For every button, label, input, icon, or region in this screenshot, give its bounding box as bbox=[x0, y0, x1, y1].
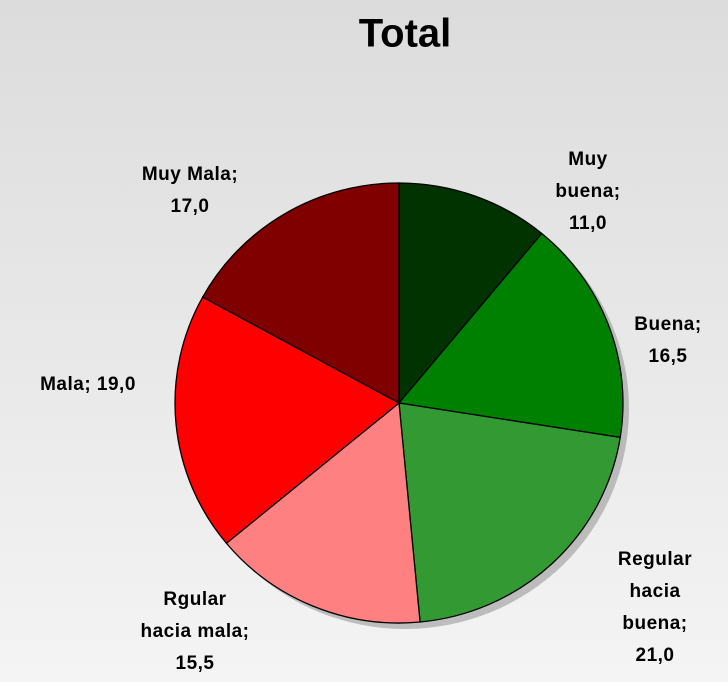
data-label-line: Rgular bbox=[163, 589, 226, 610]
pie-slice bbox=[398, 402, 621, 623]
pie-slice bbox=[201, 182, 400, 405]
data-label: Muy Mala; 17,0 bbox=[142, 164, 238, 217]
pie-slice bbox=[397, 232, 624, 439]
pie-slice bbox=[398, 182, 543, 405]
data-label-line: Mala; 19,0 bbox=[40, 374, 136, 395]
data-label-line: 16,5 bbox=[649, 346, 688, 367]
data-label: Muy buena; 11,0 bbox=[555, 149, 620, 234]
data-label-line: 15,5 bbox=[176, 653, 215, 674]
data-label-line: hacia mala; bbox=[141, 621, 250, 642]
data-label-line: Muy Mala; bbox=[142, 164, 238, 185]
data-label: Rgular hacia mala; 15,5 bbox=[141, 589, 250, 674]
chart-title: Total bbox=[359, 12, 452, 56]
pie-slice bbox=[174, 296, 401, 545]
pie-slice bbox=[225, 401, 421, 624]
data-label-line: buena; bbox=[622, 613, 687, 634]
data-label-line: Muy bbox=[568, 149, 608, 170]
data-label-line: buena; bbox=[555, 181, 620, 202]
data-label: Regular hacia buena; 21,0 bbox=[618, 549, 692, 666]
data-label-line: Buena; bbox=[634, 314, 701, 335]
data-label-line: 17,0 bbox=[171, 196, 210, 217]
data-label: Buena; 16,5 bbox=[634, 314, 701, 367]
data-label: Mala; 19,0 bbox=[40, 374, 136, 395]
data-label-line: 11,0 bbox=[569, 213, 607, 234]
data-label-line: 21,0 bbox=[636, 645, 675, 666]
data-label-line: hacia bbox=[629, 581, 680, 602]
data-label-line: Regular bbox=[618, 549, 692, 570]
